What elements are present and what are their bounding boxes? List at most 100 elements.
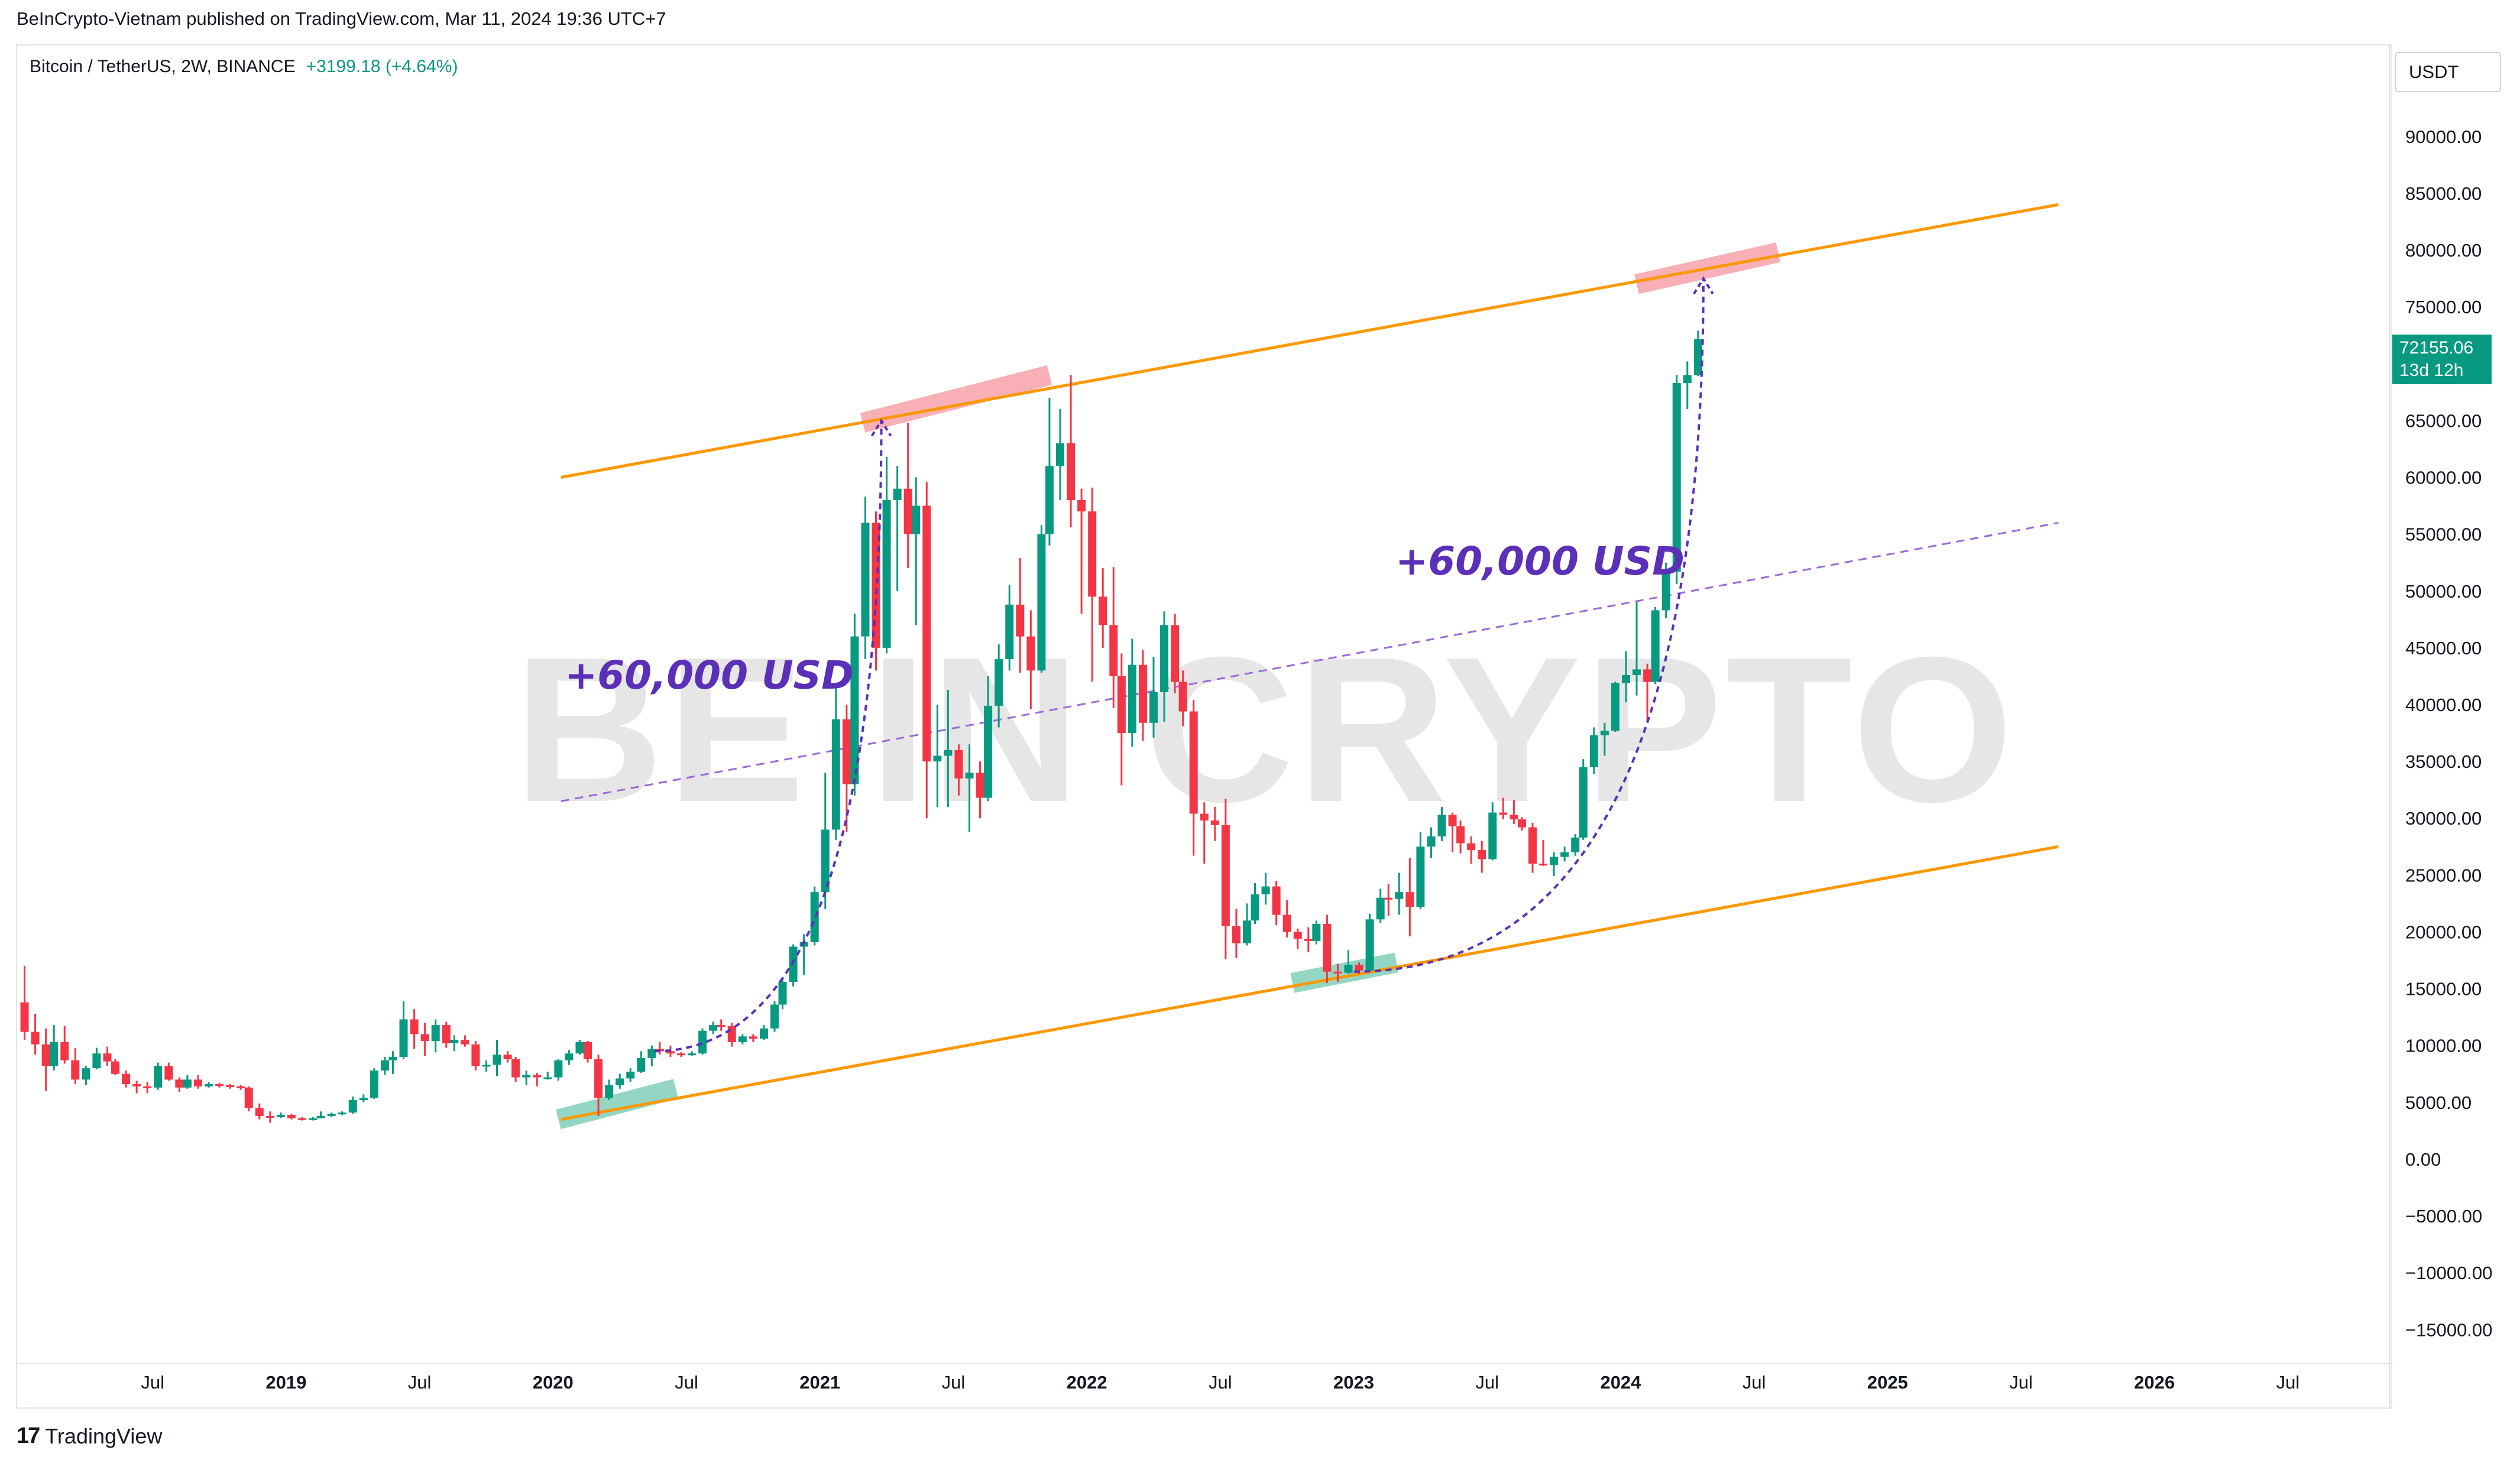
candle-body-111 — [1160, 625, 1169, 692]
candle-body-94 — [984, 705, 993, 798]
candle-body-32 — [348, 1100, 357, 1113]
candle-body-118 — [1232, 926, 1240, 943]
candle-body-31 — [338, 1112, 346, 1115]
candle-body-148 — [1539, 864, 1548, 866]
last-price-value: 72155.06 — [2399, 338, 2474, 358]
price-axis[interactable]: 90000.0085000.0080000.0075000.0070000.00… — [2405, 126, 2492, 1341]
price-tick-label: 80000.00 — [2405, 240, 2482, 261]
candle-body-108 — [1128, 664, 1136, 734]
candle-body-29 — [316, 1115, 325, 1118]
candle-body-39 — [420, 1034, 429, 1042]
candle-body-102 — [1067, 443, 1076, 500]
candle-body-26 — [287, 1114, 296, 1118]
time-tick-label: Jul — [675, 1372, 698, 1393]
candle-body-77 — [810, 892, 819, 942]
price-tick-label: 60000.00 — [2405, 468, 2482, 488]
time-axis[interactable]: Jul 2019 Jul 2020 Jul 2021 Jul 2022 Jul 2023 Jul 20… — [141, 1372, 2299, 1393]
candle-body-21 — [237, 1086, 245, 1088]
candle-body-36 — [388, 1056, 397, 1060]
candle-body-87 — [912, 505, 921, 534]
candle-body-49 — [522, 1075, 531, 1078]
growth-arrowhead-0 — [870, 418, 892, 437]
candle-body-104 — [1088, 511, 1097, 597]
candle-body-93 — [976, 773, 984, 798]
candle-body-22 — [244, 1087, 253, 1108]
candle-body-19 — [215, 1084, 224, 1086]
growth-arrowhead-1 — [1693, 276, 1714, 295]
tradingview-brand[interactable]: 17 TradingView — [17, 1423, 162, 1449]
candle-body-2 — [41, 1044, 50, 1066]
channel-lower-line — [561, 845, 2059, 1121]
time-tick-label: 2026 — [2134, 1372, 2175, 1393]
candle-body-115 — [1200, 813, 1209, 821]
candle-body-59 — [626, 1071, 635, 1079]
candle-body-56 — [594, 1059, 603, 1098]
candle-body-48 — [511, 1059, 520, 1078]
price-tick-label: 5000.00 — [2405, 1092, 2472, 1113]
candle-body-40 — [431, 1025, 440, 1042]
candle-body-42 — [450, 1040, 459, 1043]
last-price-tag: 72155.06 13d 12h — [2392, 335, 2492, 384]
price-tick-label: 20000.00 — [2405, 922, 2482, 942]
candle-body-146 — [1517, 819, 1526, 828]
candle-body-96 — [1005, 604, 1014, 660]
candle-body-155 — [1611, 683, 1619, 731]
price-tick-label: 55000.00 — [2405, 524, 2482, 545]
candle-body-142 — [1478, 850, 1486, 859]
gain-label-left: +60,000 USD — [565, 653, 854, 698]
candle-body-30 — [327, 1114, 336, 1116]
support-zone-2 — [556, 1079, 679, 1130]
candle-body-67 — [709, 1025, 718, 1031]
candle-body-7 — [92, 1053, 101, 1069]
candle-body-151 — [1571, 837, 1580, 852]
candle-body-72 — [759, 1028, 768, 1039]
time-tick-label: Jul — [408, 1372, 432, 1393]
candle-body-117 — [1221, 825, 1230, 926]
symbol-legend[interactable]: Bitcoin / TetherUS, 2W, BINANCE +3199.18 … — [30, 57, 458, 77]
candle-body-84 — [882, 499, 891, 648]
candle-body-127 — [1323, 924, 1332, 972]
candle-body-98 — [1026, 636, 1035, 671]
candle-body-88 — [922, 505, 931, 762]
candle-body-37 — [399, 1019, 408, 1057]
watermark-text: BE IN CRYPTO — [514, 614, 2017, 845]
candle-body-120 — [1251, 894, 1259, 921]
candle-body-46 — [493, 1055, 501, 1065]
time-tick-label: Jul — [1209, 1372, 1232, 1393]
candle-body-105 — [1099, 596, 1107, 625]
symbol-name: Bitcoin / TetherUS, 2W, BINANCE — [30, 57, 296, 76]
candle-body-1 — [31, 1031, 40, 1044]
last-price-countdown: 13d 12h — [2399, 361, 2464, 380]
candle-body-95 — [995, 659, 1003, 706]
candle-body-44 — [471, 1044, 480, 1066]
channel-middle-line — [561, 521, 2059, 802]
price-tick-label: 30000.00 — [2405, 808, 2482, 829]
time-tick-label: Jul — [1742, 1372, 1766, 1393]
tradingview-logo-icon: 17 — [17, 1423, 40, 1448]
tradingview-brand-label: TradingView — [45, 1423, 163, 1448]
candle-body-124 — [1293, 932, 1302, 939]
candle-body-35 — [380, 1060, 389, 1071]
candle-body-112 — [1171, 625, 1180, 682]
candle-body-161 — [1672, 382, 1681, 572]
currency-button[interactable]: USDT — [2395, 52, 2501, 92]
candle-body-132 — [1376, 897, 1385, 920]
candle-body-28 — [309, 1118, 318, 1120]
growth-arrow-1 — [1353, 278, 1705, 973]
candle-body-5 — [71, 1060, 80, 1080]
price-tick-label: −10000.00 — [2405, 1263, 2492, 1283]
growth-arrow-0 — [654, 420, 883, 1053]
time-tick-label: 2025 — [1867, 1372, 1908, 1393]
candle-body-13 — [154, 1066, 163, 1088]
candle-body-50 — [533, 1075, 542, 1078]
candle-body-135 — [1405, 892, 1414, 907]
candle-body-25 — [276, 1114, 285, 1117]
candle-body-3 — [50, 1042, 59, 1066]
candle-body-11 — [132, 1084, 141, 1086]
candle-body-8 — [103, 1053, 112, 1062]
candle-body-47 — [503, 1055, 512, 1059]
candle-body-86 — [903, 488, 912, 534]
candle-body-71 — [749, 1036, 757, 1039]
candle-body-64 — [677, 1053, 686, 1056]
